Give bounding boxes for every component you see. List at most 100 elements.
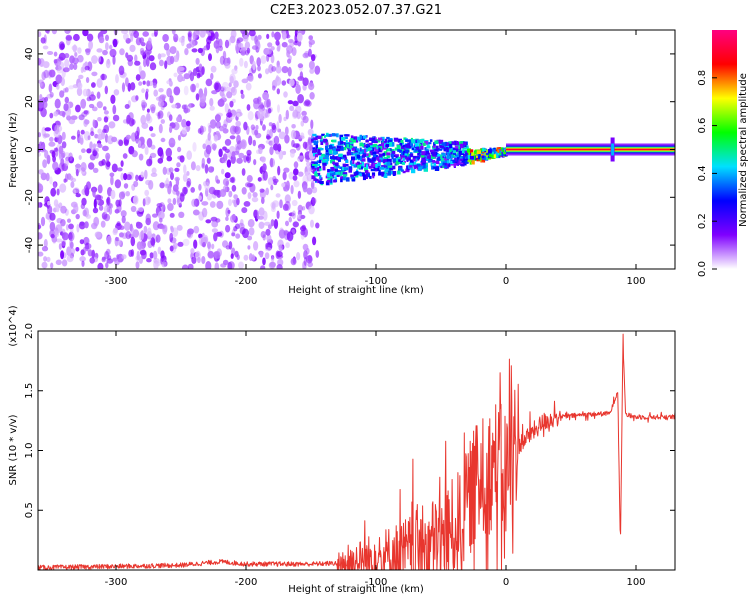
spectrogram-cell: [109, 44, 113, 50]
spectrogram-cell: [284, 194, 291, 204]
spectrogram-cell: [235, 145, 240, 154]
spectrogram-cell: [335, 171, 339, 176]
spectrogram-cell: [400, 140, 404, 143]
spectrogram-cell: [325, 145, 329, 150]
spectrogram-cell: [38, 232, 43, 240]
spectrogram-cell: [292, 100, 299, 107]
spectrogram-cell: [448, 164, 451, 167]
spectrogram-cell: [87, 135, 91, 141]
spectrogram-cell: [193, 30, 200, 38]
spectrogram-cell: [281, 41, 288, 48]
spectrogram-cell: [75, 193, 81, 198]
spectrogram-cell: [94, 133, 99, 139]
spectrogram-cell: [352, 159, 355, 165]
spectrogram-cell: [446, 148, 449, 153]
spectrogram-cell: [434, 151, 438, 156]
spectrogram-cell: [290, 129, 297, 140]
spectrogram-cell: [272, 85, 276, 91]
spectrogram-cell: [370, 164, 374, 169]
spectrogram-cell: [147, 227, 152, 237]
spectrogram-cell: [219, 55, 225, 65]
spectrogram-cell: [160, 119, 165, 124]
spectrogram-cell: [282, 203, 289, 211]
spectrogram-cell: [285, 109, 289, 120]
spectrogram-cell: [467, 155, 471, 159]
spectrogram-cell: [42, 101, 48, 109]
spectrogram-cell: [92, 207, 99, 214]
spectrogram-cell: [316, 140, 319, 143]
spectrogram-cell: [85, 214, 91, 219]
spectrogram-cell: [257, 65, 261, 72]
spectrogram-cell: [213, 134, 219, 142]
spectrogram-cell: [81, 260, 85, 267]
y-tick-label: 0: [24, 146, 35, 152]
spectrogram-cell: [336, 145, 340, 149]
spectrogram-cell: [372, 144, 377, 148]
spectrogram-cell: [85, 77, 90, 83]
spectrogram-cell: [140, 142, 146, 149]
spectrogram-cell: [50, 262, 54, 269]
spectrogram-cell: [105, 262, 109, 269]
spectrogram-cell: [435, 160, 440, 165]
spectrogram-cell: [169, 125, 173, 134]
spectrogram-cell: [39, 81, 43, 87]
spectrogram-cell: [440, 154, 443, 159]
spectrogram-cell: [127, 82, 132, 92]
spectrogram-cell: [271, 124, 277, 134]
spectrogram-cell: [235, 233, 241, 239]
spectrogram-cell: [63, 178, 67, 183]
spectrogram-cell: [420, 161, 424, 166]
spectrogram-cell: [484, 150, 489, 154]
spectrogram-cell: [144, 189, 150, 197]
spectrogram-cell: [55, 238, 63, 243]
spectrogram-cell: [291, 124, 296, 129]
spectrogram-cell: [319, 166, 322, 171]
spectrogram-cell: [191, 198, 197, 207]
y-tick-label: 1.5: [24, 383, 35, 399]
spectrogram-cell: [227, 209, 231, 214]
spectrogram-cell: [461, 158, 464, 163]
spectrogram-cell: [347, 149, 351, 152]
spectrogram-cell: [432, 161, 436, 164]
spectrogram-cell: [302, 115, 309, 124]
spectrogram-cell: [129, 44, 136, 53]
spectrogram-cell: [307, 136, 312, 147]
spectrogram-cell: [332, 139, 337, 143]
spectrogram-cell: [443, 148, 447, 152]
spectrogram-cell: [293, 161, 299, 169]
spectrogram-cell: [405, 139, 410, 142]
spectrogram-cell: [304, 171, 309, 177]
spectrogram-cell: [78, 74, 84, 80]
spectrogram-cell: [443, 158, 447, 161]
spectrogram-cell: [430, 149, 435, 153]
spectrogram-cell: [412, 155, 417, 159]
spectrogram-cell: [128, 249, 133, 257]
spectrogram-cell: [173, 86, 181, 96]
spectrogram-cell: [139, 249, 147, 256]
spectrogram-cell: [262, 124, 266, 131]
spectrogram-cell: [227, 261, 233, 269]
snr-y-label: SNR (10 * v/v): [8, 414, 19, 485]
spectrogram-cell: [337, 141, 342, 146]
spectrogram-cell: [364, 163, 367, 168]
spectrogram-cell: [434, 140, 439, 144]
spectrogram-cell: [167, 203, 174, 211]
spectrogram-cell: [425, 149, 430, 152]
spectrogram-cell: [494, 154, 499, 158]
spectrogram-cell: [115, 199, 121, 207]
spectrogram-cell: [300, 120, 305, 127]
spectrogram-cell: [438, 148, 443, 151]
spectrogram-cell: [41, 261, 48, 269]
spectrogram-cell: [135, 95, 139, 101]
spectrogram-cell: [365, 143, 370, 147]
spectrogram-cell: [349, 160, 352, 165]
spectrogram-cell: [140, 114, 147, 125]
spectrogram-cell: [386, 155, 390, 159]
spectrogram-cell: [38, 169, 44, 175]
spectrogram-cell: [369, 158, 373, 163]
spectrogram-cell: [421, 138, 425, 142]
spectrogram-cell: [236, 254, 240, 260]
spectrogram-cell: [48, 141, 56, 147]
spectrogram-cell: [326, 134, 329, 137]
spectrogram-cell: [216, 179, 221, 184]
